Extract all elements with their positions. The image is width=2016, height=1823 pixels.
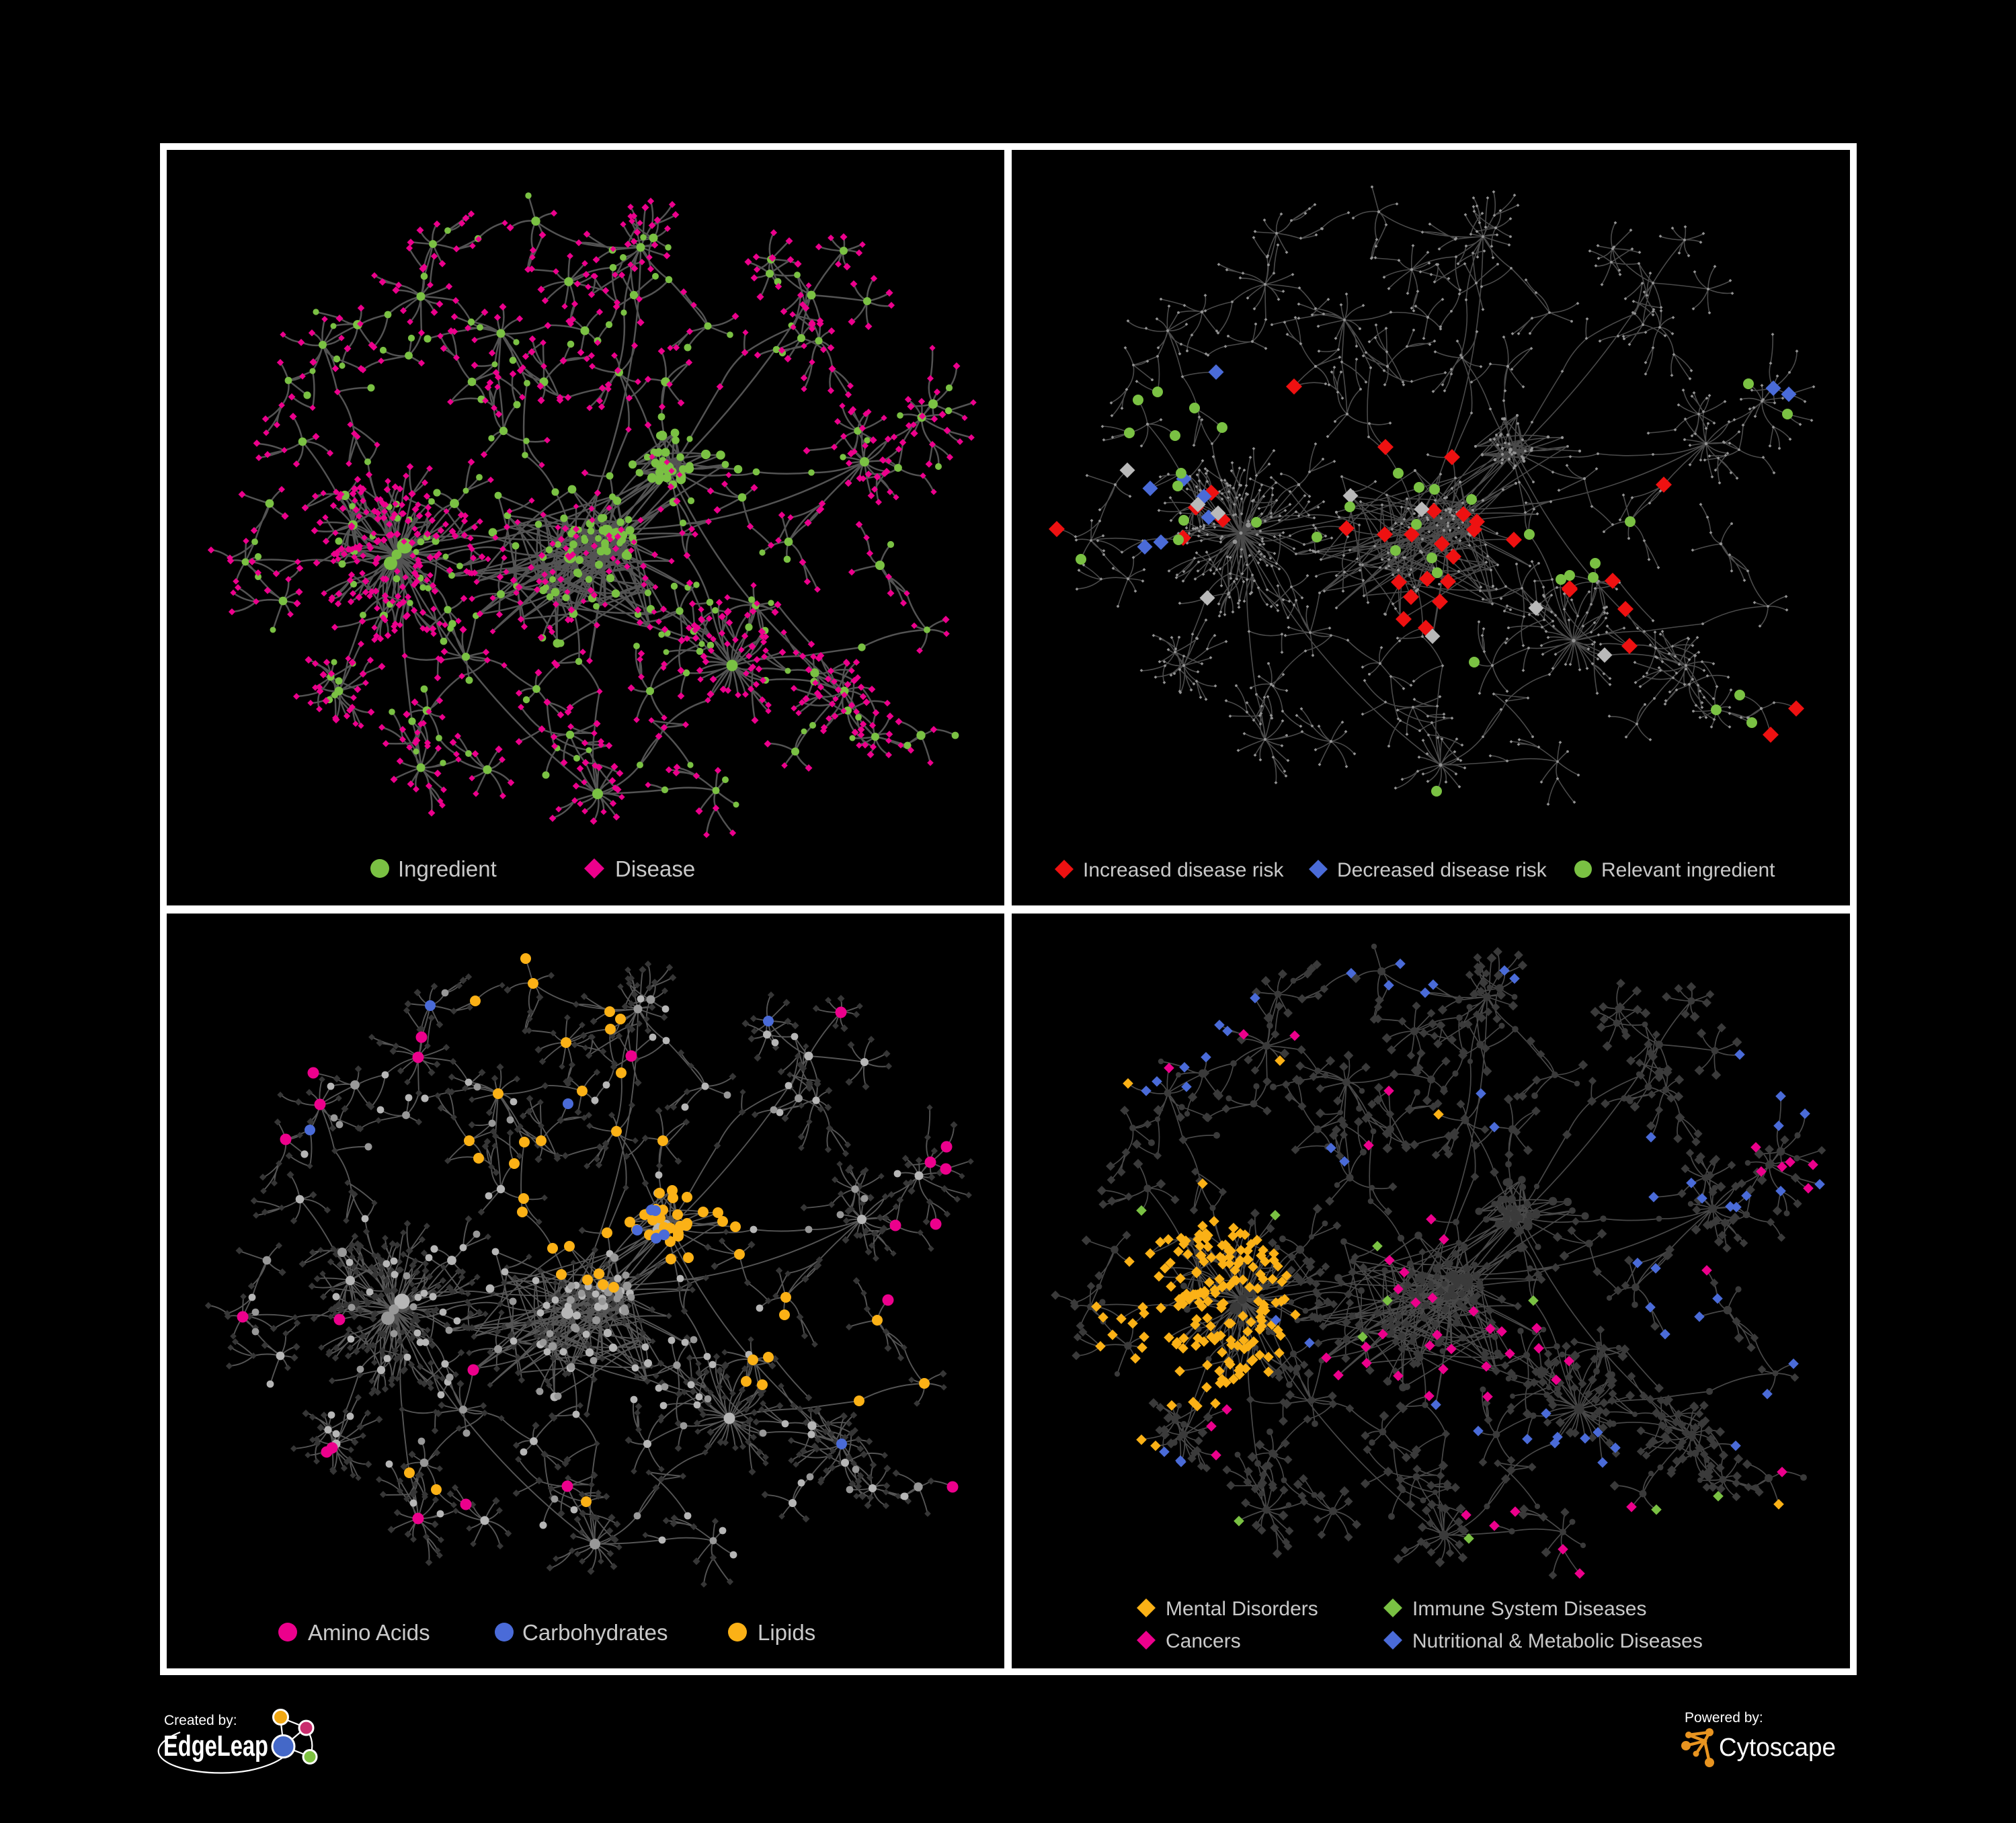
svg-text:Ingredient: Ingredient [398,856,497,881]
svg-text:Created by:: Created by: [164,1713,237,1728]
svg-text:Nutritional & Metabolic Diseas: Nutritional & Metabolic Diseases [1412,1630,1703,1652]
svg-text:Cancers: Cancers [1166,1630,1241,1652]
svg-text:Cytoscape: Cytoscape [1719,1734,1836,1762]
svg-text:Immune System Diseases: Immune System Diseases [1412,1598,1646,1620]
svg-text:Decreased disease risk: Decreased disease risk [1337,859,1547,881]
svg-text:Amino Acids: Amino Acids [308,1620,430,1645]
svg-text:Mental Disorders: Mental Disorders [1166,1598,1318,1620]
svg-text:EdgeLeap: EdgeLeap [163,1730,268,1763]
svg-text:Relevant ingredient: Relevant ingredient [1601,859,1775,881]
svg-text:Disease: Disease [615,856,695,881]
svg-text:Lipids: Lipids [758,1620,815,1645]
svg-text:Carbohydrates: Carbohydrates [522,1620,668,1645]
svg-text:Powered by:: Powered by: [1685,1710,1763,1726]
svg-text:Increased disease risk: Increased disease risk [1083,859,1284,881]
